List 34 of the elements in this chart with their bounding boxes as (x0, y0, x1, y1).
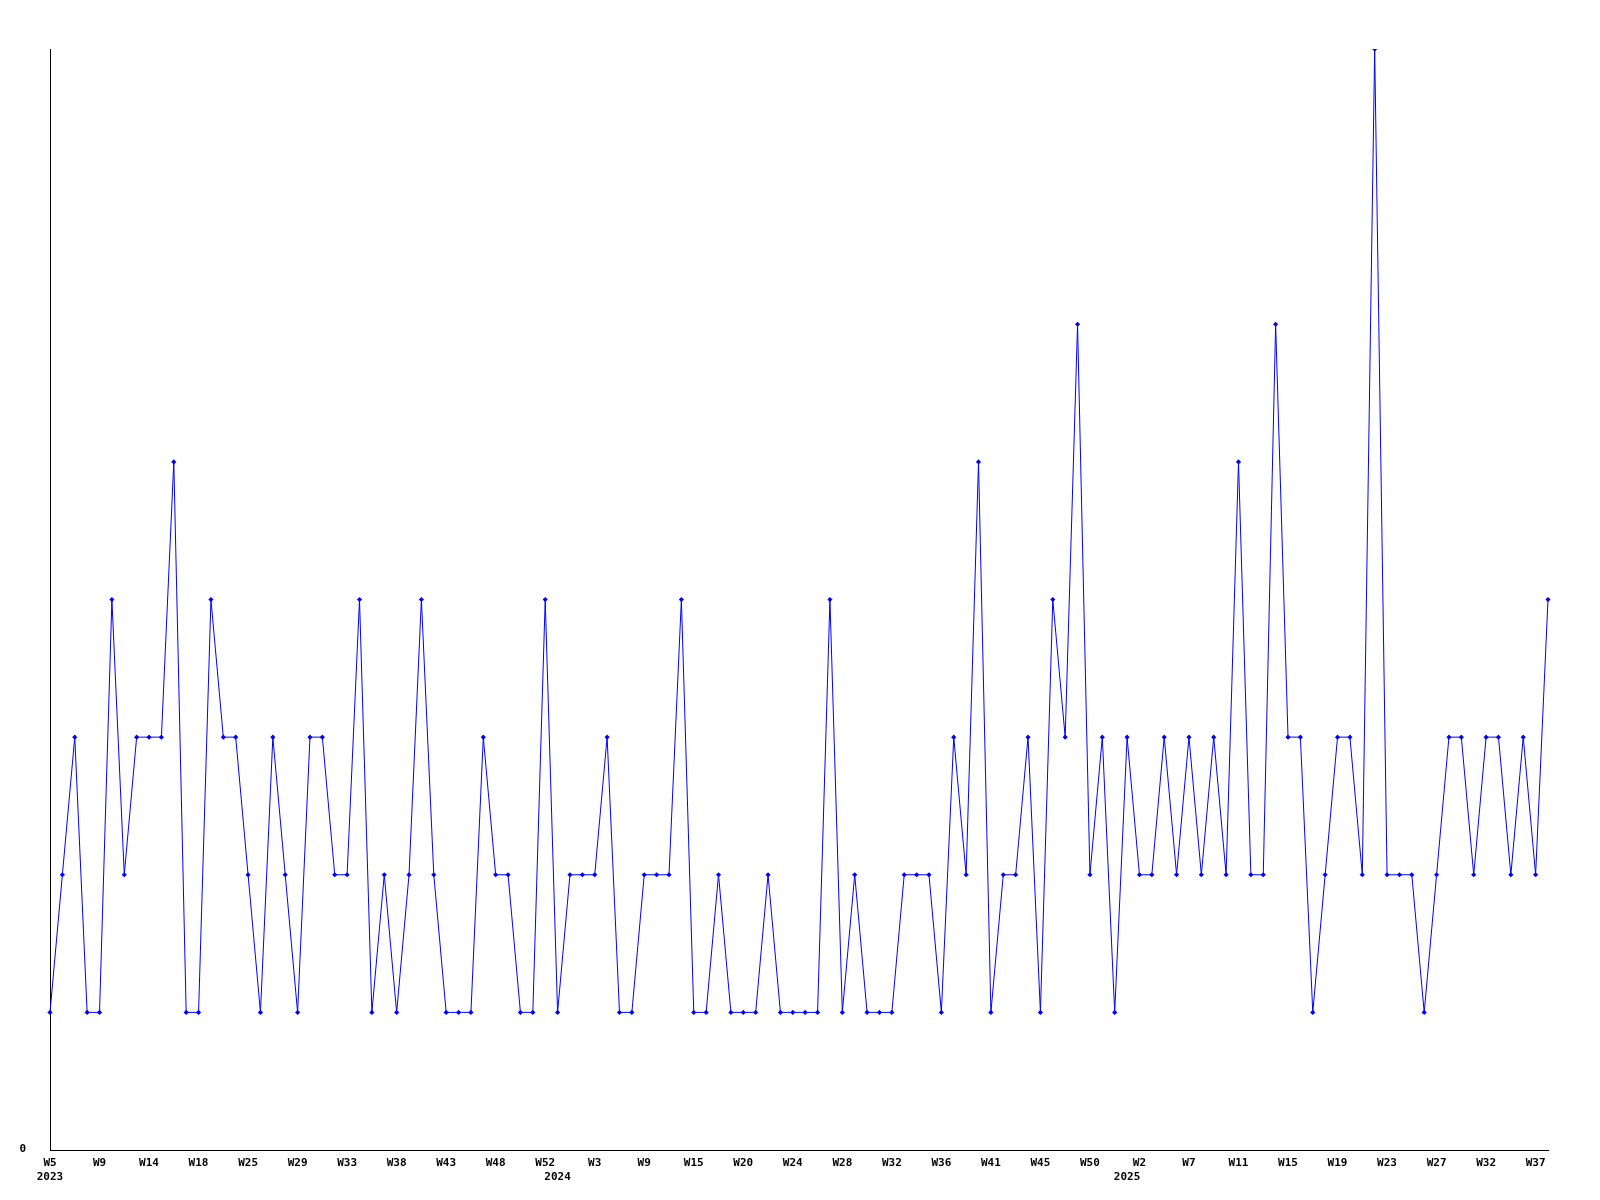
x-tick-label: W45 (1030, 1156, 1051, 1170)
x-tick-label: W7 (1182, 1156, 1196, 1170)
x-tick-label: W32 (881, 1156, 902, 1170)
x-tick-label: W25 (238, 1156, 259, 1170)
x-tick-label: W18 (188, 1156, 209, 1170)
x-tick-label: W15 (683, 1156, 704, 1170)
x-tick-label: W50 (1080, 1156, 1100, 1170)
text: 0 (19, 1141, 26, 1155)
x-tick-label: W29 (287, 1156, 308, 1170)
x-tick-label: W11 (1228, 1156, 1249, 1170)
x-tick-label: W15 (1278, 1156, 1298, 1170)
x-tick-label: W2 (1132, 1156, 1147, 1170)
x-tick-label: W14 (139, 1156, 160, 1170)
x-tick-label: W5 2023 (36, 1156, 64, 1184)
x-tick-label: W9 (637, 1156, 651, 1170)
x-tick-label: W24 (782, 1156, 804, 1170)
x-tick-label: W36 (931, 1156, 952, 1170)
x-tick-label: W28 (832, 1156, 853, 1170)
x-tick-label: 2025 (1113, 1170, 1141, 1184)
x-tick-label: W52 (535, 1156, 556, 1170)
x-tick-label: 2024 (544, 1170, 572, 1184)
x-tick-label: W32 (1476, 1156, 1497, 1170)
x-tick-label: W43 (436, 1156, 457, 1170)
x-tick-label: W9 (92, 1156, 107, 1170)
x-tick-label: W37 (1525, 1156, 1546, 1170)
x-tick-label: W19 (1327, 1156, 1348, 1170)
x-tick-label: W33 (337, 1156, 358, 1170)
x-tick-label: W27 (1426, 1156, 1447, 1170)
x-tick-label: W38 (386, 1156, 407, 1170)
x-tick-label: W23 (1377, 1156, 1397, 1170)
x-tick-label: W20 (733, 1156, 754, 1170)
x-tick-label: W41 (980, 1156, 1002, 1170)
x-tick-label: W3 (588, 1156, 602, 1170)
x-tick-label: W48 (485, 1156, 506, 1170)
